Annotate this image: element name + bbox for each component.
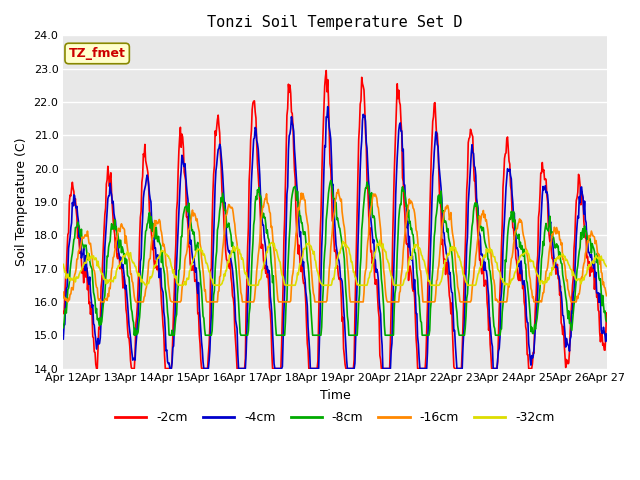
-8cm — [603, 319, 611, 324]
-2cm — [210, 171, 218, 177]
-2cm — [403, 241, 410, 247]
-4cm — [324, 104, 332, 109]
-8cm — [125, 275, 133, 280]
-4cm — [419, 366, 426, 372]
-8cm — [210, 292, 218, 298]
Line: -4cm: -4cm — [63, 107, 607, 369]
-2cm — [69, 185, 77, 191]
Line: -32cm: -32cm — [63, 240, 607, 285]
-4cm — [603, 331, 611, 337]
-32cm — [60, 262, 67, 267]
-8cm — [60, 325, 67, 331]
-4cm — [125, 322, 133, 328]
-4cm — [60, 336, 67, 342]
-8cm — [327, 178, 335, 183]
-32cm — [181, 279, 189, 285]
-32cm — [403, 270, 410, 276]
X-axis label: Time: Time — [319, 389, 350, 402]
Line: -2cm: -2cm — [63, 71, 607, 369]
-32cm — [210, 282, 218, 288]
-2cm — [323, 68, 330, 73]
-4cm — [210, 236, 218, 241]
-32cm — [69, 276, 77, 281]
-16cm — [419, 289, 426, 295]
-2cm — [603, 310, 611, 316]
-4cm — [181, 161, 189, 167]
-32cm — [143, 282, 150, 288]
-16cm — [70, 278, 77, 284]
-16cm — [603, 293, 611, 299]
-16cm — [181, 257, 189, 263]
-32cm — [419, 253, 426, 259]
Text: TZ_fmet: TZ_fmet — [68, 47, 125, 60]
Title: Tonzi Soil Temperature Set D: Tonzi Soil Temperature Set D — [207, 15, 463, 30]
Legend: -2cm, -4cm, -8cm, -16cm, -32cm: -2cm, -4cm, -8cm, -16cm, -32cm — [110, 406, 560, 429]
-16cm — [126, 260, 134, 266]
-2cm — [181, 173, 189, 179]
-4cm — [69, 203, 77, 209]
-2cm — [419, 366, 426, 372]
-8cm — [419, 332, 426, 338]
-4cm — [166, 366, 173, 372]
Line: -8cm: -8cm — [63, 180, 607, 335]
Line: -16cm: -16cm — [63, 190, 607, 302]
-32cm — [376, 237, 384, 243]
-32cm — [603, 264, 611, 269]
Y-axis label: Soil Temperature (C): Soil Temperature (C) — [15, 138, 28, 266]
-2cm — [93, 366, 100, 372]
-8cm — [181, 204, 189, 210]
-2cm — [126, 344, 134, 349]
-16cm — [403, 219, 410, 225]
-4cm — [403, 202, 410, 208]
-2cm — [60, 309, 67, 314]
-32cm — [125, 254, 133, 260]
-8cm — [403, 204, 410, 209]
-8cm — [131, 332, 138, 338]
-16cm — [64, 299, 72, 305]
-16cm — [210, 299, 218, 305]
-16cm — [335, 187, 342, 192]
-16cm — [60, 289, 67, 295]
-8cm — [69, 244, 77, 250]
